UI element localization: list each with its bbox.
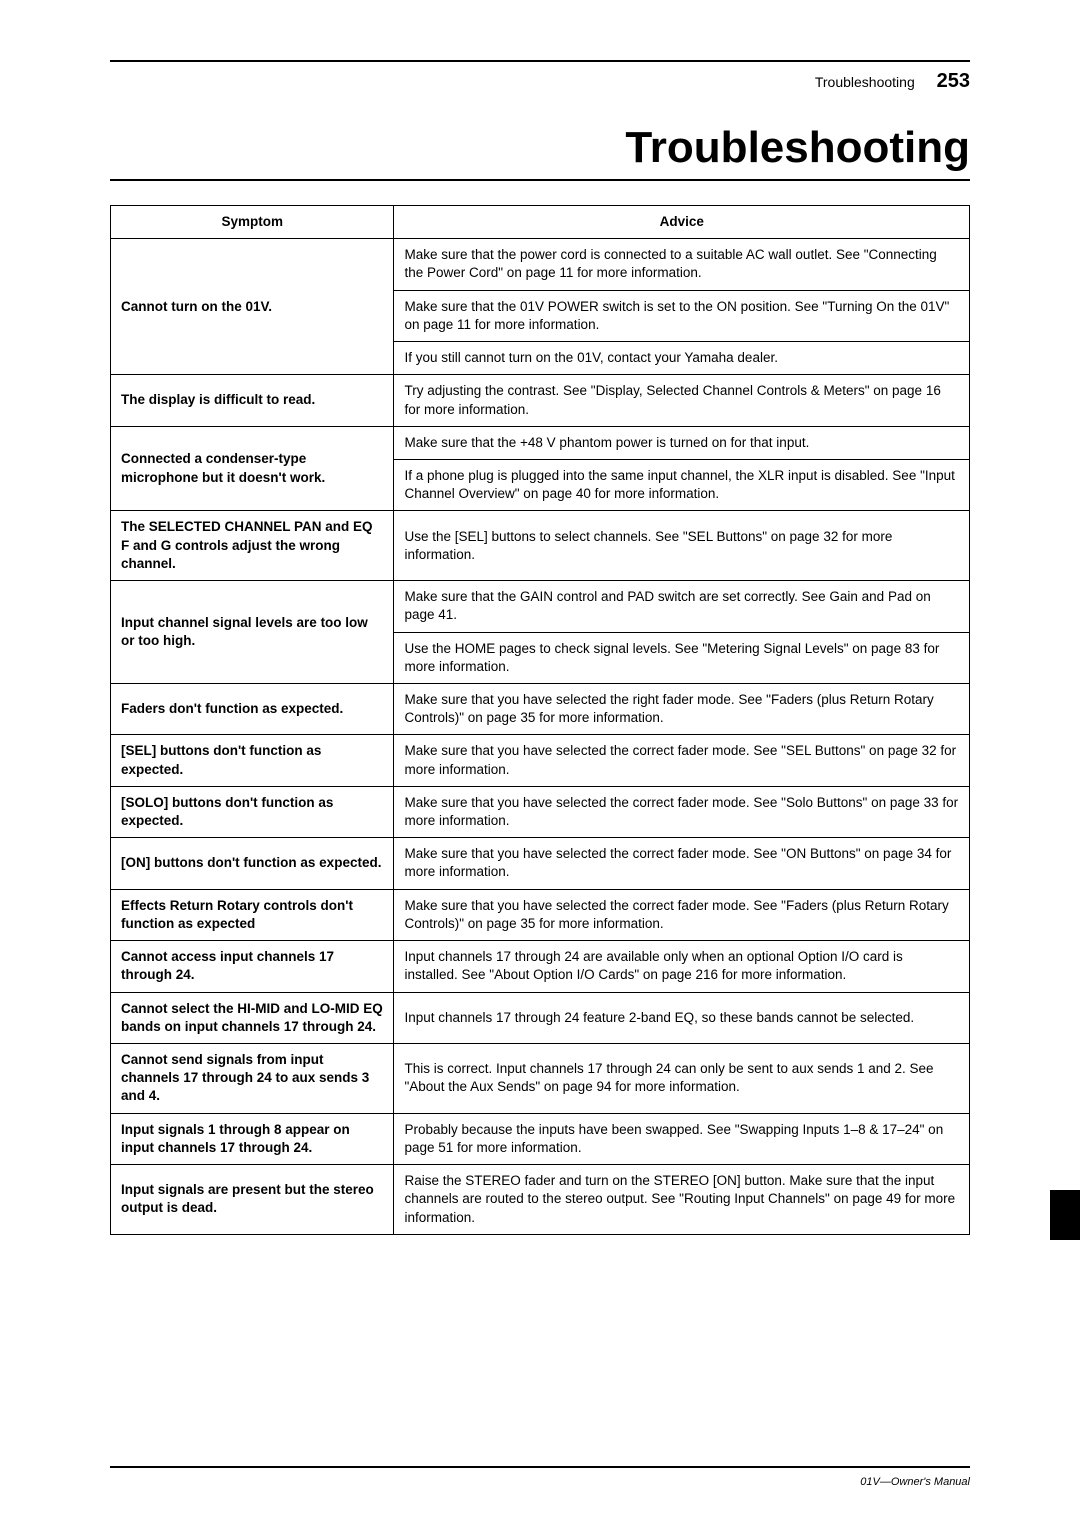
advice-cell: Input channels 17 through 24 feature 2-b…	[394, 992, 970, 1043]
advice-cell: Make sure that you have selected the cor…	[394, 786, 970, 837]
advice-cell: Input channels 17 through 24 are availab…	[394, 941, 970, 992]
symptom-cell: The SELECTED CHANNEL PAN and EQ F and G …	[111, 511, 394, 581]
advice-cell: Make sure that the 01V POWER switch is s…	[394, 290, 970, 341]
title-rule	[110, 179, 970, 181]
symptom-cell: Input channel signal levels are too low …	[111, 581, 394, 684]
advice-cell: Make sure that you have selected the cor…	[394, 889, 970, 940]
symptom-cell: The display is difficult to read.	[111, 375, 394, 426]
advice-cell: This is correct. Input channels 17 throu…	[394, 1044, 970, 1114]
table-row: Cannot send signals from input channels …	[111, 1044, 970, 1114]
troubleshooting-table: Symptom Advice Cannot turn on the 01V.Ma…	[110, 205, 970, 1235]
symptom-cell: Cannot turn on the 01V.	[111, 239, 394, 375]
table-row: Input channel signal levels are too low …	[111, 581, 970, 632]
footer-text: 01V—Owner's Manual	[860, 1476, 970, 1488]
symptom-cell: Cannot select the HI-MID and LO-MID EQ b…	[111, 992, 394, 1043]
advice-cell: Make sure that you have selected the cor…	[394, 735, 970, 786]
advice-cell: Make sure that the GAIN control and PAD …	[394, 581, 970, 632]
advice-cell: Make sure that the +48 V phantom power i…	[394, 426, 970, 459]
table-row: [SOLO] buttons don't function as expecte…	[111, 786, 970, 837]
advice-cell: Use the HOME pages to check signal level…	[394, 632, 970, 683]
symptom-cell: Faders don't function as expected.	[111, 683, 394, 734]
page-title: Troubleshooting	[110, 123, 970, 173]
table-row: The display is difficult to read.Try adj…	[111, 375, 970, 426]
header-section: Troubleshooting	[815, 74, 915, 90]
table-row: Input signals 1 through 8 appear on inpu…	[111, 1113, 970, 1164]
advice-cell: Use the [SEL] buttons to select channels…	[394, 511, 970, 581]
table-row: [ON] buttons don't function as expected.…	[111, 838, 970, 889]
symptom-cell: Effects Return Rotary controls don't fun…	[111, 889, 394, 940]
top-rule	[110, 60, 970, 62]
table-row: Connected a condenser-type microphone bu…	[111, 426, 970, 459]
running-header: Troubleshooting 253	[110, 70, 970, 93]
advice-cell: Try adjusting the contrast. See "Display…	[394, 375, 970, 426]
advice-cell: If a phone plug is plugged into the same…	[394, 459, 970, 510]
advice-cell: Make sure that you have selected the cor…	[394, 838, 970, 889]
symptom-cell: Cannot send signals from input channels …	[111, 1044, 394, 1114]
table-row: Cannot turn on the 01V.Make sure that th…	[111, 239, 970, 290]
symptom-cell: Cannot access input channels 17 through …	[111, 941, 394, 992]
table-row: Input signals are present but the stereo…	[111, 1165, 970, 1235]
symptom-cell: [SEL] buttons don't function as expected…	[111, 735, 394, 786]
table-row: The SELECTED CHANNEL PAN and EQ F and G …	[111, 511, 970, 581]
advice-cell: If you still cannot turn on the 01V, con…	[394, 342, 970, 375]
advice-cell: Make sure that you have selected the rig…	[394, 683, 970, 734]
bottom-rule	[110, 1466, 970, 1468]
symptom-cell: Input signals are present but the stereo…	[111, 1165, 394, 1235]
advice-cell: Make sure that the power cord is connect…	[394, 239, 970, 290]
table-header-row: Symptom Advice	[111, 206, 970, 239]
advice-cell: Raise the STEREO fader and turn on the S…	[394, 1165, 970, 1235]
symptom-cell: Connected a condenser-type microphone bu…	[111, 426, 394, 511]
symptom-cell: Input signals 1 through 8 appear on inpu…	[111, 1113, 394, 1164]
table-row: Cannot select the HI-MID and LO-MID EQ b…	[111, 992, 970, 1043]
header-page-number: 253	[937, 70, 970, 92]
col-header-advice: Advice	[394, 206, 970, 239]
table-row: Cannot access input channels 17 through …	[111, 941, 970, 992]
symptom-cell: [SOLO] buttons don't function as expecte…	[111, 786, 394, 837]
table-row: [SEL] buttons don't function as expected…	[111, 735, 970, 786]
symptom-cell: [ON] buttons don't function as expected.	[111, 838, 394, 889]
table-row: Faders don't function as expected.Make s…	[111, 683, 970, 734]
col-header-symptom: Symptom	[111, 206, 394, 239]
advice-cell: Probably because the inputs have been sw…	[394, 1113, 970, 1164]
thumb-tab	[1050, 1190, 1080, 1240]
table-row: Effects Return Rotary controls don't fun…	[111, 889, 970, 940]
